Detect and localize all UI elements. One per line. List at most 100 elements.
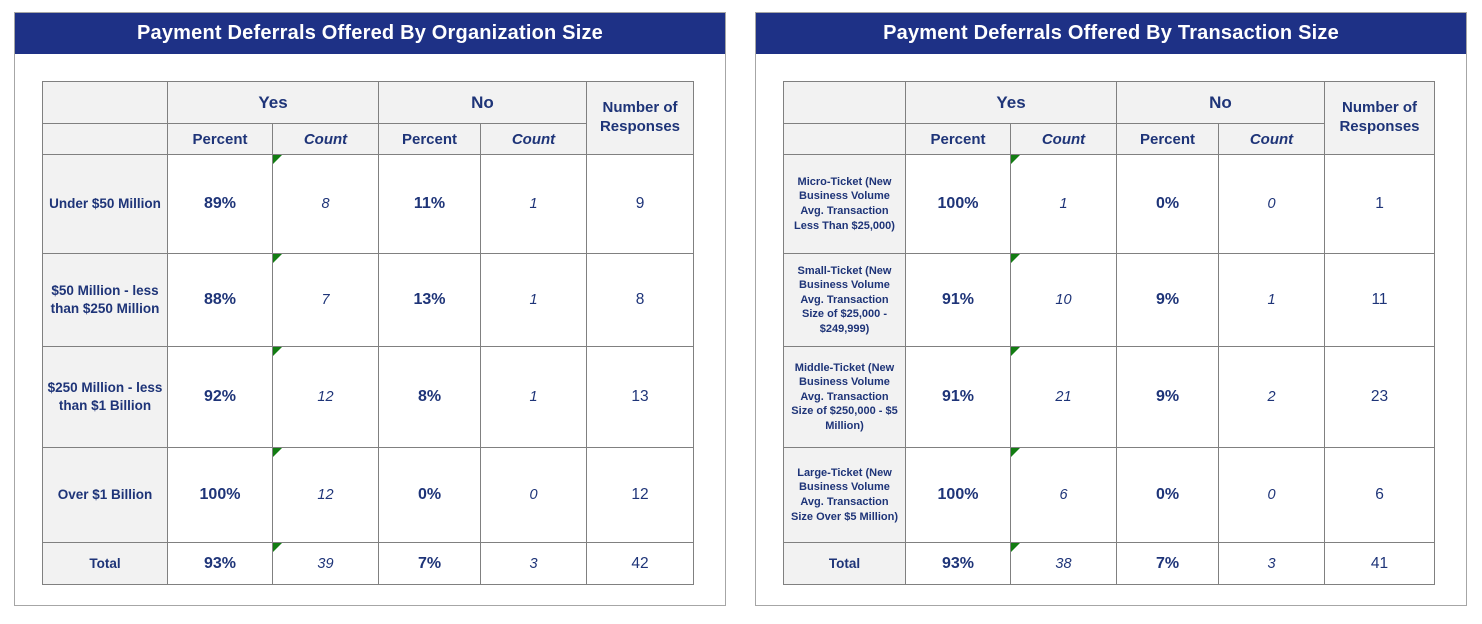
green-corner-flag-icon (1011, 155, 1020, 164)
responses-cell: 6 (1324, 447, 1435, 543)
yes-percent-cell: 100% (905, 447, 1011, 543)
row-label-cell: $50 Million - less than $250 Million (42, 253, 168, 347)
no-percent-header: Percent (378, 123, 481, 155)
yes-count-value: 39 (317, 555, 334, 572)
yes-percent-header: Percent (167, 123, 273, 155)
yes-percent-cell: 92% (167, 346, 273, 448)
row-label-cell: Small-Ticket (New Business Volume Avg. T… (783, 253, 906, 347)
yes-group-header: Yes (905, 81, 1117, 124)
header-row-measures: Percent Count Percent Count (783, 123, 1435, 155)
transaction-size-panel: Payment Deferrals Offered By Transaction… (755, 12, 1467, 606)
responses-cell: 1 (1324, 154, 1435, 254)
yes-count-cell: 6 (1010, 447, 1117, 543)
row-label-cell: Under $50 Million (42, 154, 168, 254)
no-count-cell: 3 (480, 542, 587, 585)
corner-cell-2 (783, 123, 906, 155)
table-row: $50 Million - less than $250 Million 88%… (42, 253, 694, 347)
green-corner-flag-icon (1011, 254, 1020, 263)
no-percent-header: Percent (1116, 123, 1219, 155)
table-row: $250 Million - less than $1 Billion 92% … (42, 346, 694, 448)
responses-cell: 8 (586, 253, 694, 347)
yes-count-value: 38 (1055, 555, 1072, 572)
green-corner-flag-icon (273, 254, 282, 263)
yes-percent-cell: 89% (167, 154, 273, 254)
yes-count-header: Count (1010, 123, 1117, 155)
yes-count-value: 7 (321, 292, 330, 308)
yes-count-value: 1 (1059, 196, 1068, 212)
no-count-cell: 0 (480, 447, 587, 543)
responses-cell: 41 (1324, 542, 1435, 585)
no-percent-cell: 0% (1116, 154, 1219, 254)
no-percent-cell: 0% (378, 447, 481, 543)
responses-cell: 13 (586, 346, 694, 448)
responses-cell: 42 (586, 542, 694, 585)
responses-cell: 23 (1324, 346, 1435, 448)
total-label-cell: Total (783, 542, 906, 585)
no-percent-cell: 7% (1116, 542, 1219, 585)
table-row: Micro-Ticket (New Business Volume Avg. T… (783, 154, 1435, 254)
responses-cell: 11 (1324, 253, 1435, 347)
green-corner-flag-icon (273, 543, 282, 552)
transaction-size-title: Payment Deferrals Offered By Transaction… (756, 13, 1466, 54)
yes-percent-cell: 93% (167, 542, 273, 585)
no-percent-cell: 11% (378, 154, 481, 254)
yes-count-cell: 12 (272, 447, 379, 543)
green-corner-flag-icon (1011, 543, 1020, 552)
no-group-header: No (378, 81, 587, 124)
no-percent-cell: 0% (1116, 447, 1219, 543)
no-percent-cell: 9% (1116, 253, 1219, 347)
table-row: Middle-Ticket (New Business Volume Avg. … (783, 346, 1435, 448)
no-percent-cell: 13% (378, 253, 481, 347)
table-row: Over $1 Billion 100% 12 0% 0 12 (42, 447, 694, 543)
yes-percent-cell: 91% (905, 253, 1011, 347)
yes-percent-cell: 100% (167, 447, 273, 543)
corner-cell (783, 81, 906, 124)
organization-size-table: Yes No Number of Responses Percent Count… (42, 81, 694, 585)
no-count-cell: 2 (1218, 346, 1325, 448)
green-corner-flag-icon (273, 155, 282, 164)
table-row: Under $50 Million 89% 8 11% 1 9 (42, 154, 694, 254)
table-row: Large-Ticket (New Business Volume Avg. T… (783, 447, 1435, 543)
no-count-header: Count (1218, 123, 1325, 155)
yes-percent-cell: 100% (905, 154, 1011, 254)
transaction-size-table: Yes No Number of Responses Percent Count… (783, 81, 1435, 585)
no-count-cell: 0 (1218, 154, 1325, 254)
no-count-cell: 0 (1218, 447, 1325, 543)
no-count-header: Count (480, 123, 587, 155)
responses-cell: 9 (586, 154, 694, 254)
green-corner-flag-icon (1011, 347, 1020, 356)
no-count-cell: 1 (480, 346, 587, 448)
yes-percent-cell: 93% (905, 542, 1011, 585)
yes-percent-cell: 91% (905, 346, 1011, 448)
row-label-cell: Large-Ticket (New Business Volume Avg. T… (783, 447, 906, 543)
no-percent-cell: 9% (1116, 346, 1219, 448)
organization-size-title: Payment Deferrals Offered By Organizatio… (15, 13, 725, 54)
yes-count-cell: 21 (1010, 346, 1117, 448)
row-label-cell: $250 Million - less than $1 Billion (42, 346, 168, 448)
row-label-cell: Middle-Ticket (New Business Volume Avg. … (783, 346, 906, 448)
no-group-header: No (1116, 81, 1325, 124)
green-corner-flag-icon (1011, 448, 1020, 457)
yes-count-value: 8 (321, 196, 330, 212)
yes-count-value: 21 (1055, 389, 1072, 405)
table-row: Small-Ticket (New Business Volume Avg. T… (783, 253, 1435, 347)
header-row-groups: Yes No Number of Responses (42, 81, 694, 155)
no-percent-cell: 7% (378, 542, 481, 585)
yes-count-cell: 8 (272, 154, 379, 254)
responses-header: Number of Responses (586, 81, 694, 155)
yes-count-value: 10 (1055, 292, 1072, 308)
yes-count-cell: 10 (1010, 253, 1117, 347)
yes-count-header: Count (272, 123, 379, 155)
organization-size-panel: Payment Deferrals Offered By Organizatio… (14, 12, 726, 606)
yes-count-value: 6 (1059, 487, 1068, 503)
yes-count-value: 12 (317, 487, 334, 503)
corner-cell-2 (42, 123, 168, 155)
no-count-cell: 1 (480, 253, 587, 347)
total-row: Total 93% 39 7% 3 42 (42, 542, 694, 585)
yes-count-cell: 12 (272, 346, 379, 448)
total-row: Total 93% 38 7% 3 41 (783, 542, 1435, 585)
header-row-groups: Yes No Number of Responses (783, 81, 1435, 155)
yes-count-cell: 39 (272, 542, 379, 585)
responses-cell: 12 (586, 447, 694, 543)
row-label-cell: Over $1 Billion (42, 447, 168, 543)
